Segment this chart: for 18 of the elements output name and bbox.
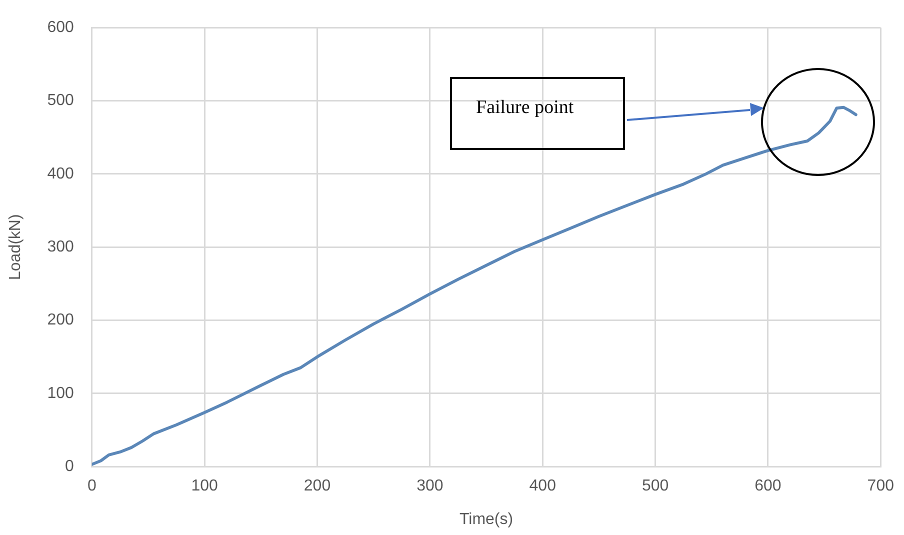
annotation: Failure point: [476, 97, 574, 119]
y-tick-label: 400: [47, 165, 74, 182]
x-tick-label: 400: [529, 478, 556, 495]
x-tick-label: 0: [87, 478, 96, 495]
y-tick-label: 0: [64, 458, 74, 476]
y-tick-label: 600: [47, 19, 74, 36]
y-tick-label: 500: [47, 92, 74, 110]
y-tick-label: 300: [47, 238, 74, 256]
x-tick-label: 500: [642, 478, 669, 495]
x-tick-label: 700: [867, 478, 894, 495]
x-axis-title: Time(s): [459, 510, 514, 528]
y-axis-title: Load(kN): [7, 214, 24, 280]
x-tick-label: 600: [754, 478, 782, 495]
x-tick-label: 200: [304, 478, 331, 495]
x-tick-label: 100: [191, 478, 218, 495]
x-tick-label: 300: [416, 478, 444, 495]
y-tick-label: 100: [47, 384, 74, 402]
y-tick-label: 200: [47, 312, 74, 329]
